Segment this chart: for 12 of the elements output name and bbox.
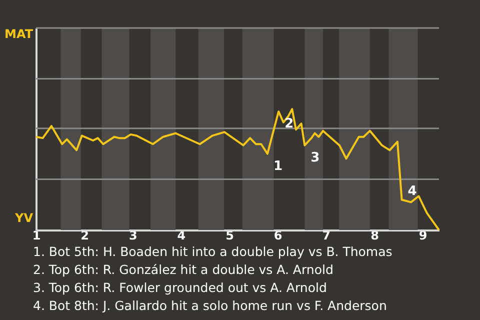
x-tick-label: 1: [32, 228, 41, 242]
annotation: 2: [284, 116, 294, 132]
text: 2. Top 6th: R. González hit a double vs A. Arnold: [33, 262, 334, 277]
annotation: 4: [408, 184, 417, 200]
x-tick-label: 4: [177, 228, 186, 242]
annotation: 1: [273, 158, 283, 174]
annotation: 3: [310, 150, 320, 166]
text: 4. Bot 8th: J. Gallardo hit a solo home run vs F. Anderson: [33, 298, 387, 313]
text: 1. Bot 5th: H. Boaden hit into a double play vs B. Thomas: [33, 244, 392, 259]
text: YV: [14, 211, 34, 225]
text: 3. Top 6th: R. Fowler grounded out vs A. Arnold: [33, 280, 327, 295]
text: MAT: [4, 27, 34, 41]
